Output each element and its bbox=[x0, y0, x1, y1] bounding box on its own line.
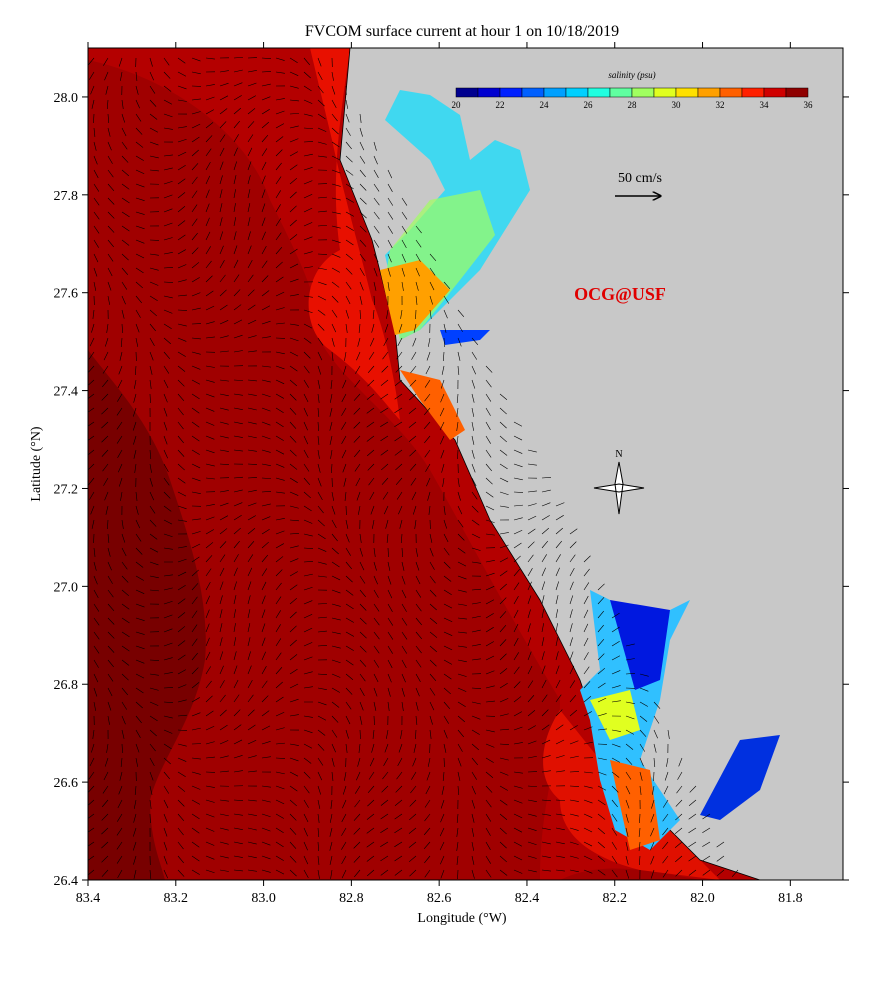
x-axis-label: Longitude (°W) bbox=[417, 911, 507, 926]
colorbar-tick-label: 26 bbox=[584, 100, 594, 110]
x-tick-label: 82.4 bbox=[515, 891, 540, 906]
x-tick-label: 82.0 bbox=[690, 891, 715, 906]
colorbar-tick-label: 24 bbox=[540, 100, 550, 110]
x-tick-label: 81.8 bbox=[778, 891, 803, 906]
colorbar-cell bbox=[500, 88, 522, 97]
y-tick-label: 27.8 bbox=[54, 189, 79, 204]
y-tick-label: 28.0 bbox=[54, 91, 79, 106]
colorbar-cell bbox=[742, 88, 764, 97]
colorbar-cell bbox=[764, 88, 786, 97]
x-tick-label: 82.8 bbox=[339, 891, 364, 906]
y-tick-label: 26.4 bbox=[54, 874, 79, 889]
colorbar-cell bbox=[544, 88, 566, 97]
colorbar-tick-label: 36 bbox=[804, 100, 814, 110]
x-tick-label: 83.2 bbox=[164, 891, 189, 906]
y-tick-label: 27.4 bbox=[54, 385, 79, 400]
colorbar-tick-label: 34 bbox=[760, 100, 770, 110]
colorbar-cell bbox=[786, 88, 808, 97]
scale-arrow-label: 50 cm/s bbox=[618, 171, 662, 186]
colorbar-cell bbox=[632, 88, 654, 97]
colorbar-cell bbox=[456, 88, 478, 97]
y-tick-label: 27.6 bbox=[54, 287, 79, 302]
colorbar-cell bbox=[654, 88, 676, 97]
colorbar-cell bbox=[676, 88, 698, 97]
colorbar-tick-label: 32 bbox=[716, 100, 725, 110]
colorbar-label: salinity (psu) bbox=[608, 70, 655, 80]
colorbar-tick-label: 28 bbox=[628, 100, 638, 110]
watermark: OCG@USF bbox=[574, 284, 666, 304]
x-tick-label: 83.4 bbox=[76, 891, 101, 906]
y-axis-label: Latitude (°N) bbox=[29, 426, 44, 502]
colorbar-cell bbox=[566, 88, 588, 97]
x-tick-label: 82.2 bbox=[602, 891, 627, 906]
colorbar-tick-label: 30 bbox=[672, 100, 682, 110]
colorbar-tick-label: 20 bbox=[452, 100, 462, 110]
colorbar-cell bbox=[588, 88, 610, 97]
map-area bbox=[87, 48, 843, 880]
colorbar-cell bbox=[478, 88, 500, 97]
y-tick-label: 26.8 bbox=[54, 678, 79, 693]
colorbar-cell bbox=[610, 88, 632, 97]
y-tick-label: 26.6 bbox=[54, 776, 79, 791]
colorbar-tick-label: 22 bbox=[496, 100, 505, 110]
colorbar-cell bbox=[720, 88, 742, 97]
x-tick-label: 82.6 bbox=[427, 891, 452, 906]
x-tick-label: 83.0 bbox=[251, 891, 276, 906]
y-tick-label: 27.2 bbox=[54, 482, 79, 497]
colorbar-cell bbox=[698, 88, 720, 97]
title: FVCOM surface current at hour 1 on 10/18… bbox=[305, 23, 619, 40]
y-tick-label: 27.0 bbox=[54, 580, 79, 595]
colorbar-cell bbox=[522, 88, 544, 97]
compass-label: N bbox=[615, 449, 622, 460]
